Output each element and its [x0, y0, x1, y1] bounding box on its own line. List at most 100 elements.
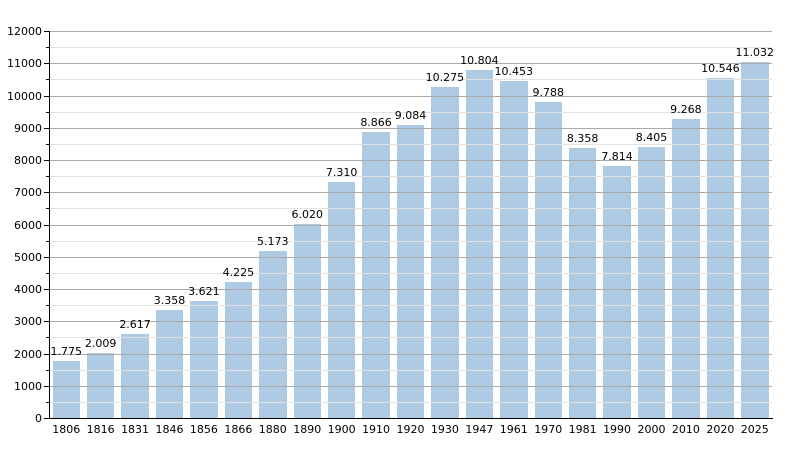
- x-axis-tick-label: 1856: [189, 423, 218, 436]
- bar-value-label: 7.814: [601, 150, 633, 163]
- bar-value-label: 8.358: [566, 132, 599, 145]
- x-axis-tick-label: 1866: [224, 423, 253, 436]
- y-axis-minor-tick: [46, 337, 49, 338]
- x-axis-tick-label: 1930: [430, 423, 459, 436]
- bar: [706, 78, 735, 418]
- bar: [431, 87, 459, 418]
- y-axis-tick-label: 2000: [14, 348, 42, 361]
- x-axis-tick-label: 2020: [706, 423, 735, 436]
- y-axis-tick: [44, 192, 49, 193]
- x-axis-tick-label: 1947: [465, 423, 494, 436]
- bar: [396, 125, 425, 418]
- x-axis-tick-label: 1900: [327, 423, 356, 436]
- y-axis-minor-tick: [46, 402, 49, 403]
- y-axis-line: [49, 31, 50, 419]
- y-axis-tick: [44, 321, 49, 322]
- y-axis-tick: [44, 354, 49, 355]
- y-axis-tick: [44, 386, 49, 387]
- y-axis-tick-label: 12000: [7, 25, 42, 38]
- x-axis-tick-label: 1880: [258, 423, 287, 436]
- bar-value-label: 11.032: [735, 46, 775, 59]
- bar: [741, 62, 769, 418]
- bar: [500, 81, 528, 418]
- y-axis-tick-label: 5000: [14, 251, 42, 264]
- bar-value-label: 4.225: [222, 266, 255, 279]
- y-axis-tick: [44, 289, 49, 290]
- bar: [568, 148, 597, 418]
- y-axis-minor-tick: [46, 241, 49, 242]
- bar-value-label: 8.405: [635, 131, 668, 144]
- y-axis-minor-tick: [46, 47, 49, 48]
- x-axis-tick-label: 1920: [396, 423, 425, 436]
- bar: [637, 147, 666, 418]
- y-axis-tick-label: 11000: [7, 57, 42, 70]
- y-axis-tick-label: 4000: [14, 283, 42, 296]
- bar-value-label: 2.617: [119, 318, 151, 331]
- y-axis-tick: [44, 128, 49, 129]
- y-gridline-major: [49, 63, 772, 64]
- x-axis-tick-label: 1910: [362, 423, 391, 436]
- x-axis-tick-label: 2000: [637, 423, 666, 436]
- x-axis-tick-label: 1806: [52, 423, 81, 436]
- x-axis-line: [49, 418, 773, 419]
- x-axis-tick-label: 1831: [121, 423, 150, 436]
- y-axis-tick-label: 10000: [7, 90, 42, 103]
- x-axis-tick-label: 1970: [534, 423, 563, 436]
- bar: [86, 353, 115, 418]
- bar-value-label: 10.275: [425, 71, 465, 84]
- x-axis-tick-label: 1961: [499, 423, 528, 436]
- y-axis-tick-label: 8000: [14, 154, 42, 167]
- bar-value-label: 9.788: [532, 86, 564, 99]
- bar: [121, 334, 149, 418]
- y-axis-tick: [44, 63, 49, 64]
- y-axis-tick: [44, 160, 49, 161]
- bar: [327, 182, 356, 418]
- y-axis-minor-tick: [46, 370, 49, 371]
- y-axis-tick: [44, 257, 49, 258]
- y-axis-tick-label: 7000: [14, 186, 42, 199]
- bar-value-label: 6.020: [291, 208, 323, 221]
- x-axis-tick-label: 1990: [603, 423, 632, 436]
- x-axis-tick-label: 2010: [671, 423, 700, 436]
- y-gridline-minor: [49, 79, 772, 80]
- bar-value-label: 10.453: [494, 65, 534, 78]
- bar: [224, 282, 253, 418]
- x-axis-tick-label: 1981: [568, 423, 597, 436]
- y-axis-tick: [44, 31, 49, 32]
- y-axis-minor-tick: [46, 176, 49, 177]
- bar: [603, 166, 631, 418]
- y-axis-tick-label: 1000: [14, 380, 42, 393]
- y-axis-tick: [44, 96, 49, 97]
- bar: [52, 361, 80, 418]
- bar: [534, 102, 562, 418]
- bar: [259, 251, 287, 418]
- y-axis-tick-label: 3000: [14, 315, 42, 328]
- bar: [465, 70, 494, 418]
- bar-value-label: 3.358: [153, 294, 186, 307]
- x-axis-tick-label: 1890: [293, 423, 322, 436]
- bar-value-label: 9.268: [670, 103, 702, 116]
- bar-value-label: 5.173: [257, 235, 289, 248]
- y-axis-minor-tick: [46, 144, 49, 145]
- bar: [672, 119, 700, 418]
- bar-value-label: 2.009: [84, 337, 117, 350]
- bar-value-label: 9.084: [394, 109, 427, 122]
- y-axis-tick: [44, 225, 49, 226]
- bar: [155, 310, 184, 418]
- y-gridline-major: [49, 96, 772, 97]
- x-axis-tick-label: 1846: [155, 423, 184, 436]
- y-axis-tick: [44, 418, 49, 419]
- bar: [190, 301, 218, 418]
- y-axis-minor-tick: [46, 273, 49, 274]
- y-axis-minor-tick: [46, 112, 49, 113]
- bar-value-label: 10.546: [701, 62, 740, 75]
- bar-value-label: 7.310: [325, 166, 358, 179]
- y-axis-tick-label: 9000: [14, 122, 42, 135]
- y-axis-tick-label: 0: [35, 412, 42, 425]
- x-axis-tick-label: 2025: [740, 423, 769, 436]
- y-gridline-minor: [49, 47, 772, 48]
- bar-value-label: 8.866: [360, 116, 392, 129]
- y-axis-minor-tick: [46, 305, 49, 306]
- x-axis-tick-label: 1816: [86, 423, 115, 436]
